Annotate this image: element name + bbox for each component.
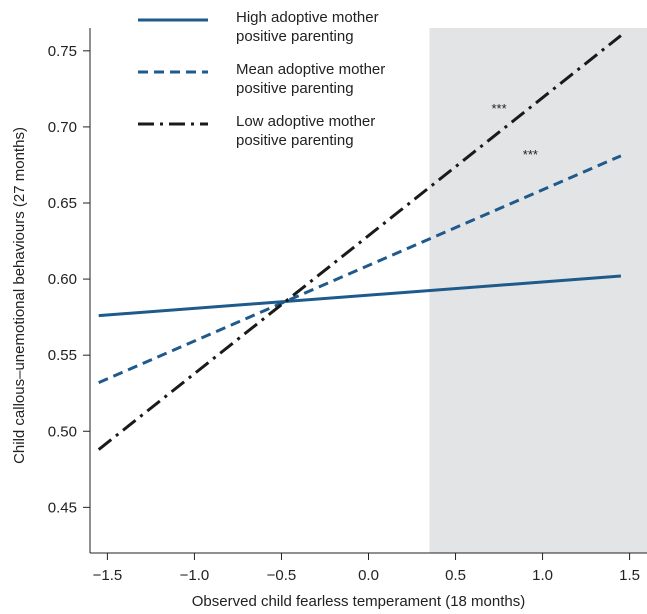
- y-tick-label: 0.45: [48, 499, 77, 516]
- x-tick-label: −0.5: [267, 567, 297, 584]
- shaded-region-layer: [429, 28, 647, 553]
- x-ticks: −1.5 −1.0 −0.5 0.0 0.5 1.0 1.5: [93, 553, 640, 584]
- legend-entry-text: High adoptive mother: [236, 9, 379, 26]
- legend-entry-text: Low adoptive mother: [236, 113, 375, 130]
- y-tick-label: 0.60: [48, 271, 77, 288]
- x-tick-label: −1.0: [180, 567, 210, 584]
- y-tick-label: 0.70: [48, 119, 77, 136]
- shaded-region: [429, 28, 647, 553]
- x-axis-label: Observed child fearless temperament (18 …: [192, 593, 525, 610]
- series-lines: [97, 34, 622, 451]
- x-tick-label: 1.5: [619, 567, 640, 584]
- significance-annotation: ***: [491, 101, 506, 116]
- legend-entry-text: positive parenting: [236, 28, 354, 45]
- y-tick-label: 0.65: [48, 195, 77, 212]
- x-tick-label: −1.5: [93, 567, 123, 584]
- legend-entry-text: Mean adoptive mother: [236, 61, 385, 78]
- x-tick-label: 0.5: [445, 567, 466, 584]
- legend-entry-text: positive parenting: [236, 80, 354, 97]
- x-tick-label: 1.0: [532, 567, 553, 584]
- y-tick-label: 0.55: [48, 347, 77, 364]
- legend: High adoptive mother positive parenting Me…: [138, 9, 385, 149]
- series-line-dashdot: [97, 34, 622, 451]
- annotations: *** ***: [491, 101, 538, 162]
- y-tick-label: 0.75: [48, 43, 77, 60]
- y-ticks: 0.45 0.50 0.55 0.60 0.65 0.70 0.75: [48, 43, 90, 516]
- significance-annotation: ***: [523, 147, 538, 162]
- legend-entry-text: positive parenting: [236, 132, 354, 149]
- series-line-solid: [98, 274, 622, 318]
- x-tick-label: 0.0: [358, 567, 379, 584]
- y-axis-label: Child callous–unemotional behaviours (27…: [11, 127, 28, 464]
- y-tick-label: 0.50: [48, 423, 77, 440]
